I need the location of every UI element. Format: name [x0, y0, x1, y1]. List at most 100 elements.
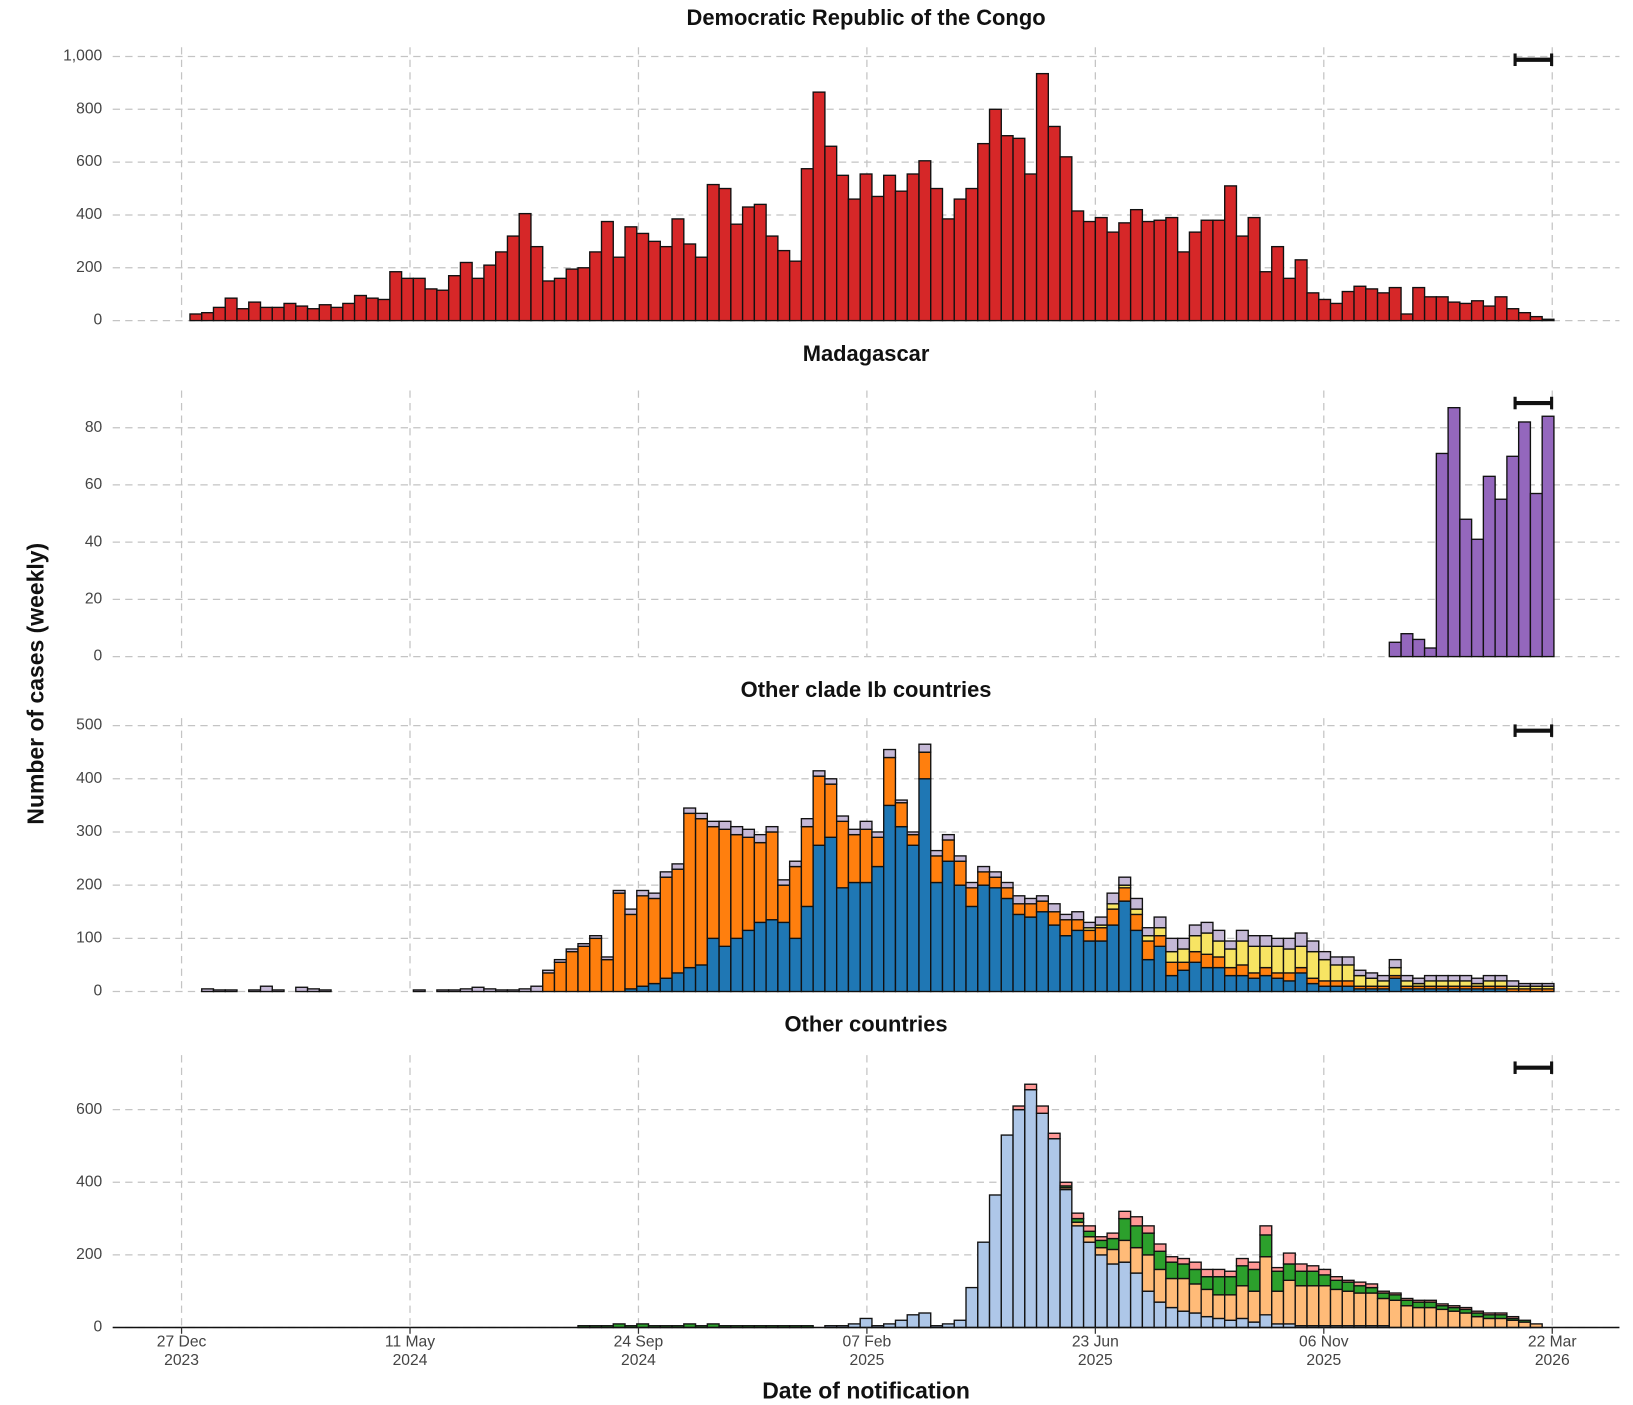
bar-segment	[894, 190, 908, 322]
bar-segment	[1235, 929, 1249, 942]
bar-segment	[941, 839, 955, 862]
bar-segment	[1235, 1257, 1249, 1267]
bar-segment	[1071, 210, 1085, 322]
x-tick-label: 11 May 2024	[385, 1333, 435, 1369]
bar-segment	[1165, 1256, 1179, 1263]
bar-segment	[1106, 1263, 1120, 1329]
bar-segment	[1094, 1254, 1108, 1329]
bar-segment	[1506, 1315, 1520, 1320]
bar-segment	[1400, 1305, 1414, 1329]
bar-segment	[1294, 945, 1308, 969]
bar-segment	[530, 985, 544, 993]
bar-segment	[1059, 913, 1073, 921]
bar-segment	[1541, 415, 1555, 658]
bar-segment	[1118, 1261, 1132, 1329]
bar-segment	[1012, 1108, 1026, 1329]
panel-title: Democratic Republic of the Congo	[687, 5, 1046, 30]
bar-segment	[1165, 1277, 1179, 1309]
bar-segment	[1082, 1236, 1097, 1243]
bar-segment	[1506, 308, 1520, 322]
bar-segment	[600, 220, 614, 322]
bar-segment	[1412, 1299, 1426, 1303]
bar-segment	[1024, 903, 1038, 918]
bar-segment	[1176, 961, 1191, 971]
bar-segment	[1435, 1303, 1449, 1307]
bar-segment	[730, 223, 744, 322]
bar-segment	[1306, 950, 1320, 979]
bar-segment	[706, 820, 720, 828]
bar-segment	[671, 863, 685, 870]
bar-segment	[1470, 538, 1485, 658]
bar-segment	[447, 989, 462, 993]
bar-segment	[1235, 235, 1249, 322]
bar-segment	[930, 187, 944, 322]
bar-segment	[718, 820, 732, 830]
panel-title: Other clade Ib countries	[741, 677, 992, 702]
bar-segment	[1165, 961, 1179, 977]
bar-segment	[1517, 982, 1532, 987]
bar-segment	[1329, 985, 1343, 993]
bar-segment	[1341, 956, 1355, 966]
bar-segment	[424, 288, 438, 322]
bar-segment	[1188, 961, 1202, 993]
bar-segment	[1447, 301, 1461, 322]
bar-segment	[1059, 156, 1073, 322]
bar-segment	[1259, 1234, 1273, 1258]
bar-segment	[353, 294, 368, 322]
bar-segment	[1388, 977, 1402, 993]
bar-segment	[1435, 1308, 1449, 1329]
bar-segment	[1176, 251, 1191, 322]
y-tick-label: 500	[76, 717, 102, 734]
bar-segment	[1388, 1294, 1402, 1301]
y-tick-label: 800	[76, 100, 102, 117]
y-tick-label: 40	[85, 533, 103, 550]
bar-segment	[1035, 1105, 1049, 1114]
bar-segment	[800, 825, 814, 908]
bar-segment	[906, 833, 920, 846]
x-tick-label: 24 Sep 2024	[614, 1333, 664, 1369]
bar-segment	[1506, 455, 1520, 658]
bar-segment	[788, 860, 803, 868]
x-tick-label-line: 06 Nov	[1299, 1333, 1349, 1350]
bar-segment	[1200, 966, 1214, 993]
bar-segment	[1388, 966, 1402, 977]
bar-segment	[1271, 1270, 1285, 1292]
bar-segment	[248, 301, 262, 322]
bar-segment	[1176, 1257, 1191, 1265]
bar-segment	[1306, 940, 1320, 953]
bar-segment	[812, 91, 826, 322]
bar-segment	[1306, 1270, 1320, 1287]
bar-segment	[636, 895, 650, 987]
bar-segment	[965, 187, 979, 322]
bar-segment	[636, 889, 650, 897]
bar-segment	[1212, 956, 1226, 969]
bar-segment	[1353, 974, 1367, 987]
bar-segment	[1235, 1317, 1249, 1329]
bar-segment	[1165, 216, 1179, 322]
bar-segment	[624, 226, 638, 322]
bar-segment	[201, 311, 215, 322]
y-tick-label: 600	[76, 1101, 102, 1118]
bar-segment	[530, 245, 544, 322]
bar-segment	[647, 982, 661, 993]
y-tick-label: 0	[94, 648, 103, 665]
x-tick-label: 06 Nov 2025	[1299, 1333, 1349, 1369]
bar-segment	[1282, 948, 1296, 974]
bar-segment	[706, 183, 720, 322]
y-tick-label: 300	[76, 823, 102, 840]
bar-segment	[930, 881, 944, 993]
bar-segment	[1200, 1276, 1214, 1291]
bar-segment	[1141, 927, 1155, 937]
bar-segment	[1470, 1310, 1485, 1314]
bar-segment	[1271, 1266, 1285, 1272]
bar-segment	[1176, 969, 1191, 993]
x-tick-label-line: 11 May	[385, 1333, 435, 1350]
bar-segment	[1165, 937, 1179, 953]
bar-segment	[1035, 900, 1049, 913]
bar-segment	[977, 884, 991, 993]
x-tick-label-line: 2025	[1078, 1352, 1113, 1369]
bar-segment	[1212, 940, 1226, 958]
bar-segment	[1259, 1225, 1273, 1236]
bar-segment	[824, 778, 838, 785]
bar-segment	[1165, 1306, 1179, 1329]
